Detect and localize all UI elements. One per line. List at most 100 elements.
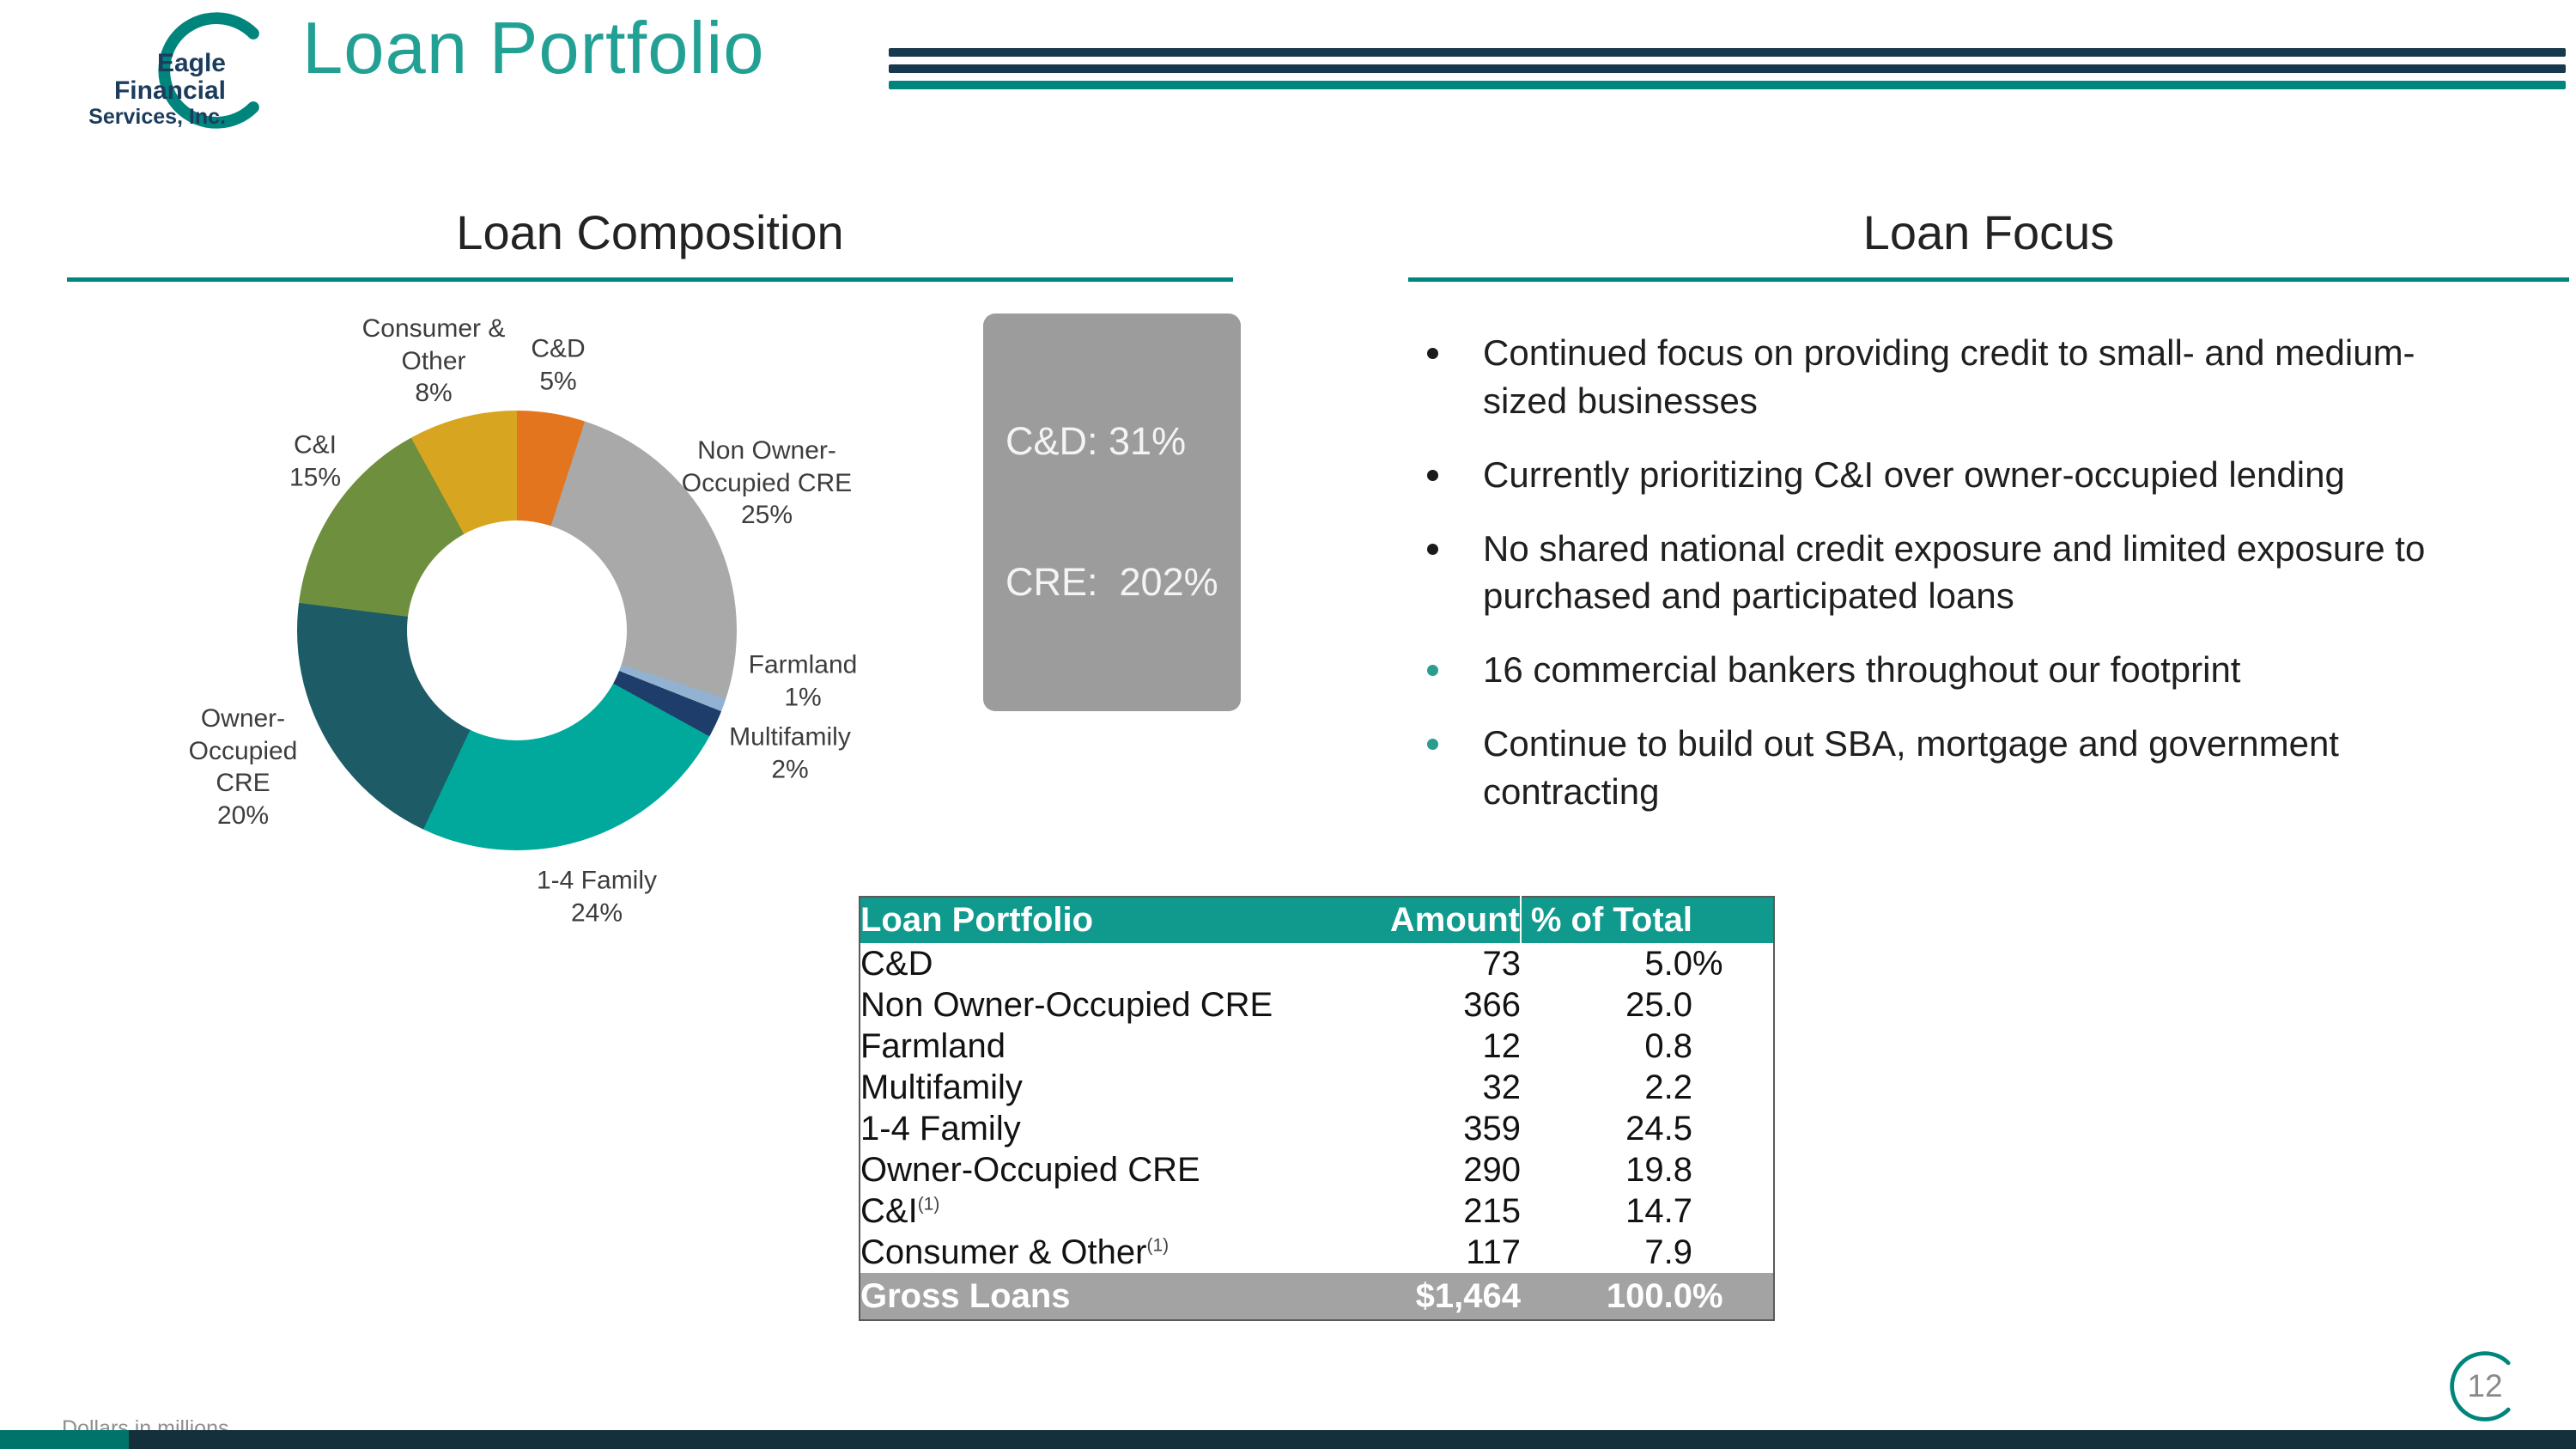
ratio-badge: C&D: 31% CRE: 202% — [983, 314, 1241, 712]
bullet-marker — [1427, 739, 1438, 751]
chart-label-consumer-other: Consumer & Other 8% — [343, 313, 524, 410]
table-row: Multifamily 32 2.2 — [860, 1067, 1774, 1108]
row-name: Consumer & Other — [860, 1233, 1147, 1271]
chart-label-cd: C&D 5% — [502, 333, 614, 398]
row-name: C&I — [860, 1191, 918, 1230]
chart-label-pct: 20% — [216, 801, 270, 830]
row-amount: 215 — [1463, 1191, 1521, 1230]
page-number: 12 — [2467, 1368, 2503, 1403]
loan-focus-section: Loan Focus — [1408, 204, 2569, 282]
bullet-marker — [1427, 469, 1438, 481]
row-pct-sign — [1692, 984, 1774, 1026]
chart-label-owner-occupied-cre: Owner-Occupied CRE 20% — [161, 703, 325, 831]
table-total-row: Gross Loans $1,464 100.0 % — [860, 1273, 1774, 1320]
chart-label-1-4-family: 1-4 Family 24% — [498, 865, 696, 929]
bullet-text: No shared national credit exposure and l… — [1483, 527, 2426, 617]
logo-crescent-icon — [158, 12, 259, 129]
chart-label-text: Multifamily — [729, 722, 851, 752]
page-number-badge: 12 — [2444, 1345, 2526, 1428]
row-pct-sign: % — [1692, 944, 1723, 983]
row-pct-sign — [1692, 1026, 1774, 1067]
table-row: Non Owner-Occupied CRE 366 25.0 — [860, 984, 1774, 1026]
row-amount: 73 — [1482, 944, 1522, 983]
col-header-loan-portfolio: Loan Portfolio — [860, 897, 1345, 943]
row-pct: 0.8 — [1644, 1026, 1692, 1065]
chart-label-pct: 2% — [771, 755, 809, 783]
row-pct-sign — [1692, 1232, 1774, 1273]
chart-label-pct: 24% — [570, 898, 623, 927]
loan-composition-section: Loan Composition — [67, 204, 1233, 282]
row-name: Farmland — [860, 1026, 1005, 1065]
total-amount: $1,464 — [1345, 1273, 1521, 1320]
row-pct: 19.8 — [1625, 1150, 1692, 1189]
chart-label-pct: 8% — [415, 378, 453, 407]
donut-hole — [407, 521, 627, 740]
bottom-bar — [0, 1430, 2576, 1449]
table-row: Owner-Occupied CRE 290 19.8 — [860, 1149, 1774, 1190]
chart-label-multifamily: Multifamily 2% — [704, 721, 876, 786]
chart-label-text: Non Owner-Occupied CRE — [681, 435, 853, 497]
chart-label-text: Farmland — [748, 650, 858, 679]
table-row: Farmland 12 0.8 — [860, 1026, 1774, 1067]
table-row: C&D 73 5.0 % — [860, 943, 1774, 984]
total-pct: 100.0 — [1521, 1273, 1692, 1320]
header-rule-navy-2 — [889, 64, 2566, 73]
donut-chart — [297, 411, 737, 850]
loan-composition-heading: Loan Composition — [456, 205, 844, 259]
chart-label-text: C&D — [531, 334, 586, 363]
header-rule-teal — [889, 81, 2566, 89]
bullet-text: Continue to build out SBA, mortgage and … — [1483, 723, 2339, 813]
loan-focus-heading: Loan Focus — [1862, 205, 2115, 259]
bullet-marker — [1427, 543, 1438, 555]
row-pct: 24.5 — [1625, 1109, 1692, 1148]
table-row: 1-4 Family 359 24.5 — [860, 1108, 1774, 1149]
loan-composition-underline — [67, 277, 1233, 282]
logo-line2: Services, Inc. — [88, 104, 226, 129]
row-amount: 12 — [1482, 1026, 1522, 1065]
row-pct-sign — [1692, 1067, 1774, 1108]
row-name: C&D — [860, 944, 933, 983]
bullet-text: Continued focus on providing credit to s… — [1483, 332, 2415, 421]
row-pct-sign — [1692, 1190, 1774, 1232]
chart-label-pct: 25% — [740, 500, 793, 529]
table-header-row: Loan Portfolio Amount % of Total — [860, 897, 1774, 943]
chart-label-pct: 1% — [784, 683, 822, 711]
chart-label-pct: 15% — [289, 463, 342, 491]
bullet-item: 16 commercial bankers throughout our foo… — [1427, 646, 2552, 694]
row-pct: 5.0 — [1644, 944, 1692, 983]
col-header-pct-of-total: % of Total — [1520, 897, 1692, 943]
chart-label-text: 1-4 Family — [536, 866, 658, 895]
chart-label-non-owner-occupied-cre: Non Owner-Occupied CRE 25% — [675, 435, 860, 532]
row-pct: 25.0 — [1625, 985, 1692, 1024]
chart-label-farmland: Farmland 1% — [726, 649, 880, 714]
loan-focus-bullets: Continued focus on providing credit to s… — [1427, 329, 2552, 816]
bullet-text: 16 commercial bankers throughout our foo… — [1483, 649, 2241, 691]
col-header-spacer — [1692, 897, 1774, 943]
ratio-cd-line: C&D: 31% — [1005, 418, 1187, 463]
row-name: 1-4 Family — [860, 1109, 1021, 1148]
footnote-marker: (1) — [1146, 1235, 1170, 1256]
row-pct: 14.7 — [1625, 1191, 1692, 1230]
row-name: Multifamily — [860, 1068, 1023, 1106]
bullet-marker — [1427, 348, 1438, 359]
logo-line1: Eagle Financial — [113, 49, 226, 106]
row-pct-sign — [1692, 1108, 1774, 1149]
chart-label-pct: 5% — [539, 367, 577, 395]
bullet-item: No shared national credit exposure and l… — [1427, 525, 2552, 621]
row-pct: 7.9 — [1644, 1233, 1692, 1271]
bullet-item: Continued focus on providing credit to s… — [1427, 329, 2552, 425]
table-row: C&I(1) 215 14.7 — [860, 1190, 1774, 1232]
total-pct-sign: % — [1692, 1273, 1774, 1320]
chart-label-text: Owner-Occupied CRE — [188, 704, 298, 797]
bullet-marker — [1427, 665, 1438, 677]
header-rule-navy-1 — [889, 48, 2566, 57]
row-amount: 290 — [1463, 1150, 1521, 1189]
row-pct: 2.2 — [1644, 1068, 1692, 1106]
table-row: Consumer & Other(1) 117 7.9 — [860, 1232, 1774, 1273]
chart-label-text: Consumer & Other — [361, 314, 506, 375]
bullet-item: Continue to build out SBA, mortgage and … — [1427, 720, 2552, 816]
row-amount: 366 — [1463, 985, 1521, 1024]
loan-focus-underline — [1408, 277, 2569, 282]
loan-portfolio-table: Loan Portfolio Amount % of Total C&D 73 … — [859, 896, 1775, 1321]
